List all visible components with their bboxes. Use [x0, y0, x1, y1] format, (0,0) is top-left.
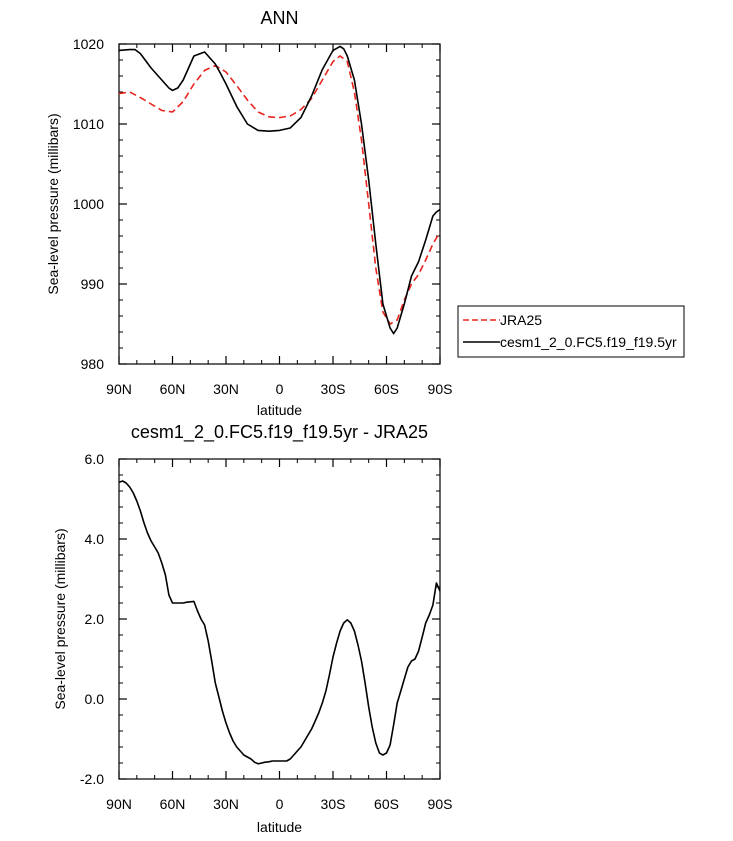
- x-tick-label: 30S: [321, 796, 346, 812]
- series-line-1-0: [118, 480, 441, 765]
- y-axis-label: Sea-level pressure (millibars): [45, 113, 61, 294]
- y-tick-label: 980: [81, 356, 105, 372]
- series-line-0-0: [118, 55, 441, 325]
- x-tick-label: 60N: [160, 796, 186, 812]
- series-line-0-1: [118, 45, 441, 335]
- x-tick-label: 0: [276, 796, 284, 812]
- x-tick-label: 30N: [213, 381, 239, 397]
- y-tick-label: 6.0: [85, 451, 105, 467]
- legend-label-1: cesm1_2_0.FC5.f19_f19.5yr: [500, 334, 677, 350]
- y-tick-label: 4.0: [85, 531, 105, 547]
- legend-box: [457, 305, 685, 358]
- x-tick-label: 30N: [213, 796, 239, 812]
- x-axis-label: latitude: [257, 819, 302, 835]
- y-axis-label: Sea-level pressure (millibars): [52, 528, 68, 709]
- x-tick-label: 90S: [428, 796, 453, 812]
- x-axis-label: latitude: [257, 402, 302, 418]
- y-tick-label: 1010: [73, 116, 104, 132]
- legend-label-0: JRA25: [500, 312, 542, 328]
- x-tick-label: 90S: [428, 381, 453, 397]
- chart-title: cesm1_2_0.FC5.f19_f19.5yr - JRA25: [131, 422, 428, 443]
- plot-frame-0: [118, 43, 441, 365]
- y-tick-label: 2.0: [85, 611, 105, 627]
- x-tick-label: 90N: [106, 796, 132, 812]
- y-tick-label: 1000: [73, 196, 104, 212]
- y-tick-label: 0.0: [85, 691, 105, 707]
- x-tick-label: 60S: [374, 381, 399, 397]
- x-tick-label: 60S: [374, 796, 399, 812]
- chart-title: ANN: [260, 8, 298, 28]
- x-tick-label: 90N: [106, 381, 132, 397]
- y-tick-label: 1020: [73, 36, 104, 52]
- x-tick-label: 30S: [321, 381, 346, 397]
- x-tick-label: 60N: [160, 381, 186, 397]
- y-tick-label: 990: [81, 276, 105, 292]
- y-tick-label: -2.0: [80, 771, 104, 787]
- x-tick-label: 0: [276, 381, 284, 397]
